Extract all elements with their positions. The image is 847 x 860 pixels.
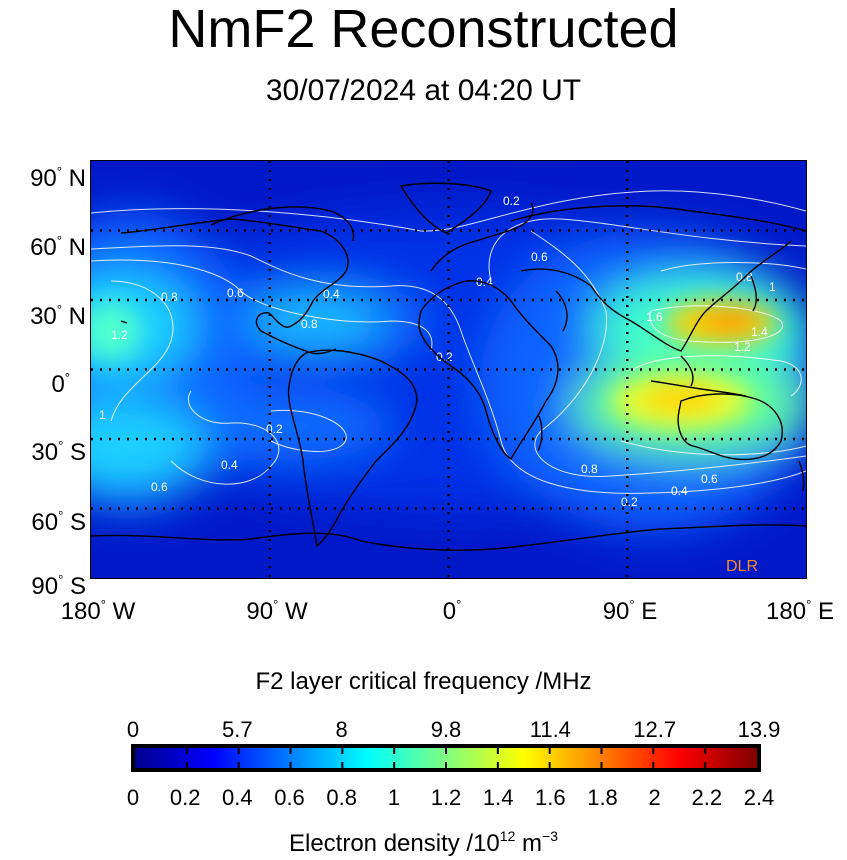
contour-lines — [91, 190, 806, 494]
colorbar-bottom-tick: 1.6 — [535, 785, 566, 810]
contour-label: 0.8 — [581, 462, 598, 476]
contour-label: 1.4 — [751, 325, 768, 339]
contour-label: 1.2 — [734, 340, 751, 354]
colorbar-bottom-tick: 1.8 — [587, 785, 618, 810]
colorbar-top-tick: 11.4 — [529, 717, 571, 742]
contour-label: 0.4 — [671, 484, 688, 498]
colorbar-gradient — [135, 748, 757, 768]
contour-label: 0.6 — [227, 286, 244, 300]
contour-label-group: 0.2 0.4 0.6 0.8 1.2 1 0.2 0.6 0.4 0.8 0.… — [99, 194, 776, 509]
graticule — [91, 161, 806, 578]
colorbar-bottom-tick: 1.2 — [430, 785, 462, 810]
colorbar-top-tick: 12.7 — [633, 717, 677, 742]
lon-label-180w: 180° W — [60, 597, 136, 625]
lon-label-180e: 180° E — [766, 597, 834, 625]
contour-label: 0.4 — [323, 287, 340, 301]
colorbar-top-tick: 13.9 — [737, 717, 781, 742]
colorbar-top-tick: 9.8 — [430, 717, 462, 742]
lon-label-0: 0° — [442, 597, 462, 625]
colorbar-bottom-tick: 0.4 — [222, 785, 253, 810]
contour-label: 0.8 — [161, 290, 178, 304]
density-peaks — [91, 301, 776, 429]
contour-label: 0.8 — [301, 317, 318, 331]
contour-label: 1 — [769, 280, 776, 294]
contour-label: 0.6 — [151, 480, 168, 494]
contour-label: 0.2 — [503, 194, 520, 208]
contour-label: 1.6 — [646, 310, 663, 324]
lat-label-0: 0° — [51, 370, 70, 398]
colorbar-top-tick: 5.7 — [222, 717, 253, 742]
contour-label: 0.6 — [701, 472, 718, 486]
lat-label-60s: 60° S — [31, 508, 86, 536]
lon-label-90e: 90° E — [602, 597, 658, 625]
lon-label-90w: 90° W — [246, 597, 308, 625]
colorbar-top-tick: 8 — [335, 717, 348, 742]
colorbar-bottom-tick: 1 — [387, 785, 400, 810]
colorbar-bottom-tick: 0.8 — [326, 785, 357, 810]
contour-label: 0.6 — [531, 250, 548, 264]
coastlines — [91, 182, 806, 551]
colorbar-bottom-tick: 2 — [648, 785, 661, 810]
colorbar-bottom-tick: 0.6 — [274, 785, 305, 810]
contour-label: 0.4 — [221, 458, 238, 472]
lat-label-30s: 30° S — [31, 438, 86, 466]
density-field — [91, 211, 806, 531]
colorbar-bottom-tick: 0 — [126, 785, 140, 810]
colorbar-bottom-tick: 0.2 — [169, 785, 201, 810]
colorbar-caption: Electron density /1012 m−3 — [288, 828, 558, 857]
lat-label-30n: 30° N — [30, 302, 86, 330]
dlr-watermark: DLR — [726, 558, 758, 575]
contour-label: 0.2 — [621, 495, 638, 509]
colorbar-bottom-tick: 1.4 — [482, 785, 514, 810]
colorbar-top-tick: 0 — [126, 717, 140, 742]
colorbar — [131, 744, 761, 772]
map-subtitle: 30/07/2024 at 04:20 UT — [265, 74, 582, 107]
contour-label: 0.2 — [266, 422, 283, 436]
map-svg: 0.2 0.4 0.6 0.8 1.2 1 0.2 0.6 0.4 0.8 0.… — [91, 161, 806, 578]
colorbar-title: F2 layer critical frequency /MHz — [255, 668, 592, 695]
contour-label: 1.2 — [111, 328, 128, 342]
lat-label-90s: 90° S — [31, 572, 86, 600]
lat-label-90n: 90° N — [30, 164, 86, 192]
colorbar-bottom-tick: 2.4 — [743, 785, 775, 810]
contour-label: 1 — [99, 408, 106, 422]
colorbar-bottom-tick: 2.2 — [691, 785, 723, 810]
lat-label-60n: 60° N — [30, 233, 86, 261]
map-title: NmF2 Reconstructed — [168, 0, 679, 59]
ionosphere-map: 0.2 0.4 0.6 0.8 1.2 1 0.2 0.6 0.4 0.8 0.… — [90, 160, 807, 579]
